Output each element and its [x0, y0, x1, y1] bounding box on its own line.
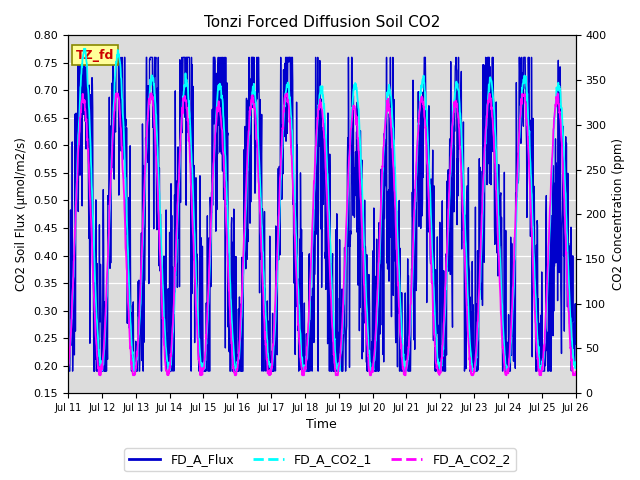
Y-axis label: CO2 Concentration (ppm): CO2 Concentration (ppm)	[612, 138, 625, 290]
X-axis label: Time: Time	[307, 419, 337, 432]
Title: Tonzi Forced Diffusion Soil CO2: Tonzi Forced Diffusion Soil CO2	[204, 15, 440, 30]
Y-axis label: CO2 Soil Flux (μmol/m2/s): CO2 Soil Flux (μmol/m2/s)	[15, 137, 28, 291]
Text: TZ_fd: TZ_fd	[76, 48, 114, 61]
Legend: FD_A_Flux, FD_A_CO2_1, FD_A_CO2_2: FD_A_Flux, FD_A_CO2_1, FD_A_CO2_2	[124, 448, 516, 471]
